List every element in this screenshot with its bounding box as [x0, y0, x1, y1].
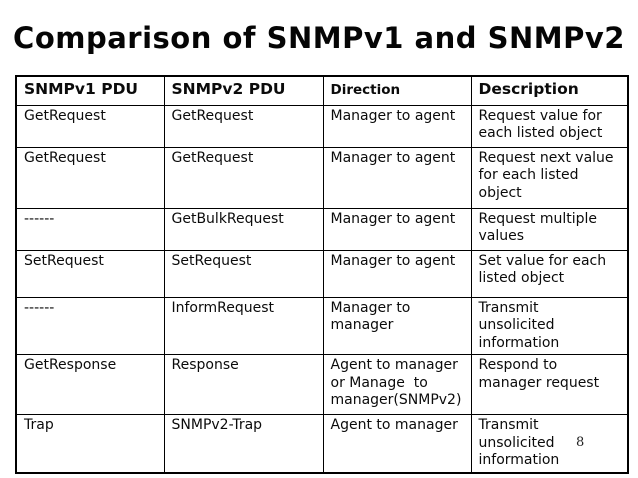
table-cell: Transmit unsolicited information — [470, 414, 629, 473]
table-row: ------ GetBulkRequest Manager to agent R… — [15, 207, 629, 251]
table-cell: Response — [163, 354, 324, 415]
table-row: Trap SNMPv2-Trap Agent to manager Transm… — [15, 414, 629, 473]
table-row: SetRequest SetRequest Manager to agent S… — [15, 249, 629, 298]
table-cell: ------ — [15, 296, 165, 355]
table-cell: SNMPv2-Trap — [163, 414, 324, 473]
table-cell: GetBulkRequest — [163, 207, 324, 251]
table-row: GetRequest GetRequest Manager to agent R… — [15, 146, 629, 209]
table-cell: GetRequest — [163, 104, 324, 148]
col-header-description: Description — [470, 75, 629, 106]
table-cell: GetRequest — [15, 146, 165, 209]
table-cell: GetRequest — [15, 104, 165, 148]
col-header-snmpv1-pdu: SNMPv1 PDU — [15, 75, 165, 106]
table-cell: InformRequest — [163, 296, 324, 355]
table-row: GetResponse Response Agent to manager or… — [15, 354, 629, 415]
table-cell: Trap — [15, 414, 165, 473]
table-cell: Manager to agent — [322, 104, 472, 148]
comparison-table: SNMPv1 PDU SNMPv2 PDU Direction Descript… — [15, 75, 629, 474]
page-number: 8 — [576, 435, 585, 450]
table-cell: Manager to agent — [322, 249, 472, 298]
table-cell: GetRequest — [163, 146, 324, 209]
page-title: Comparison of SNMPv1 and SNMPv2 — [13, 21, 625, 55]
table-cell: Request value for each listed object — [470, 104, 629, 148]
table-row: GetRequest GetRequest Manager to agent R… — [15, 104, 629, 148]
table-cell: Agent to manager or Manage to manager(SN… — [322, 354, 472, 415]
table-cell: SetRequest — [15, 249, 165, 298]
table-cell: Set value for each listed object — [470, 249, 629, 298]
table-cell: Manager to manager — [322, 296, 472, 355]
table-cell: SetRequest — [163, 249, 324, 298]
table-cell: Respond to manager request — [470, 354, 629, 415]
table-cell: Transmit unsolicited information — [470, 296, 629, 355]
col-header-direction: Direction — [322, 75, 472, 106]
table-cell: Request next value for each listed objec… — [470, 146, 629, 209]
table-cell: GetResponse — [15, 354, 165, 415]
table-cell: Agent to manager — [322, 414, 472, 473]
table-cell: Manager to agent — [322, 146, 472, 209]
table-header-row: SNMPv1 PDU SNMPv2 PDU Direction Descript… — [15, 75, 629, 106]
table-cell: Request multiple values — [470, 207, 629, 251]
table-cell: ------ — [15, 207, 165, 251]
col-header-snmpv2-pdu: SNMPv2 PDU — [163, 75, 324, 106]
table-row: ------ InformRequest Manager to manager … — [15, 296, 629, 355]
table-cell: Manager to agent — [322, 207, 472, 251]
